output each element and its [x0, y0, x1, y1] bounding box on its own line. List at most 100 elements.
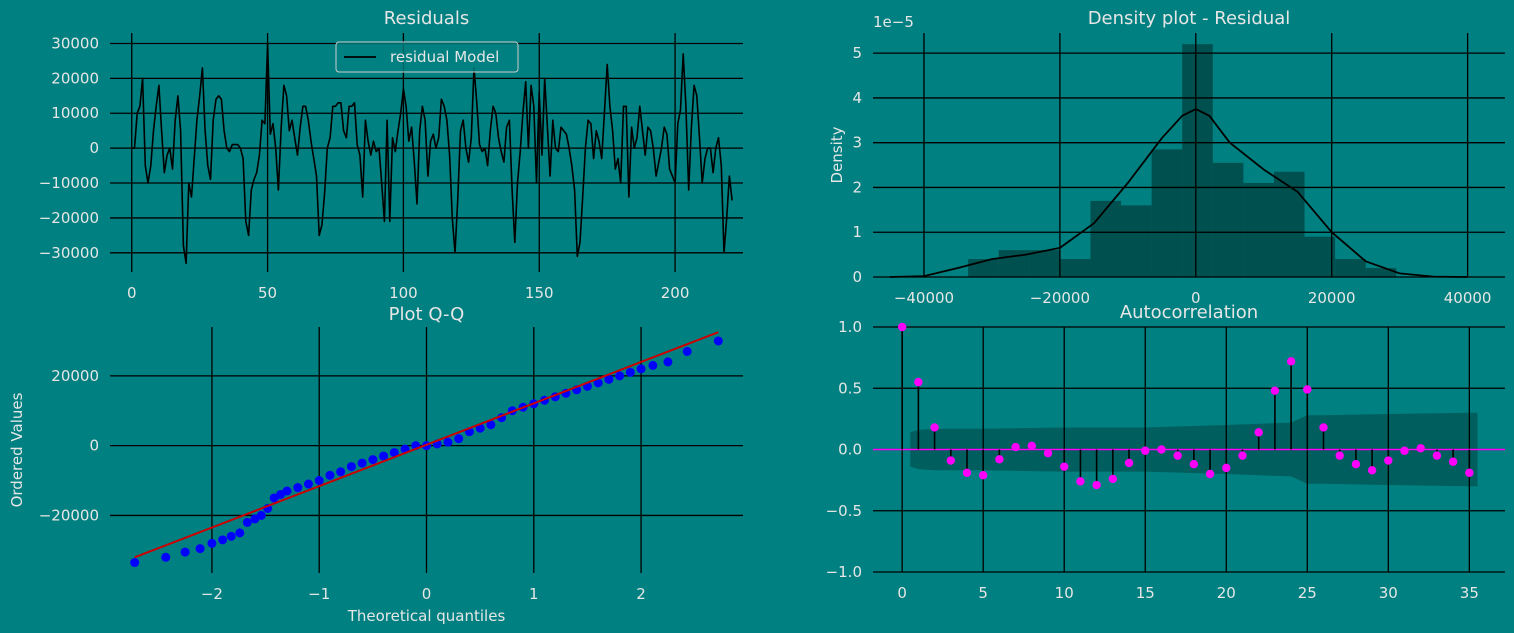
qq-point — [325, 470, 335, 480]
x-tick-label: −40000 — [894, 289, 954, 307]
acf-marker — [1124, 458, 1134, 468]
x-tick-label: 0 — [422, 585, 432, 603]
acf-marker — [1416, 444, 1425, 453]
qq-point — [357, 458, 367, 468]
chart-title: Residuals — [384, 8, 469, 29]
x-tick-label: 200 — [661, 284, 690, 302]
x-tick-label: 15 — [1136, 584, 1155, 602]
qq-point — [368, 455, 378, 465]
x-tick-label: 35 — [1460, 584, 1479, 602]
y-tick-label: −10000 — [39, 174, 99, 192]
y-tick-label: 0.0 — [838, 441, 862, 459]
x-tick-label: −1 — [308, 585, 330, 603]
acf-marker — [1027, 441, 1037, 451]
x-tick-label: 20 — [1217, 584, 1236, 602]
chart-title: Density plot - Residual — [1088, 8, 1291, 29]
qq-point — [625, 367, 635, 377]
acf-marker — [1384, 456, 1393, 465]
y-tick-label: 3 — [852, 134, 862, 152]
qq-point — [346, 462, 356, 472]
qq-point — [195, 544, 205, 554]
x-tick-label: 0 — [897, 584, 907, 602]
acf-marker — [1108, 474, 1118, 484]
acf-marker — [1141, 446, 1150, 455]
qq-point — [218, 535, 228, 545]
acf-marker — [1092, 480, 1101, 490]
x-tick-label: 10 — [1055, 584, 1074, 602]
y-tick-label: 4 — [852, 89, 862, 107]
y-tick-label: 1.0 — [838, 318, 862, 336]
kde-line — [889, 108, 1468, 278]
y-tick-label: −20000 — [39, 506, 99, 524]
residuals-plot: 0 50 100 150 200 −30000 −20000 −10000 0 10000 2000… — [39, 8, 743, 302]
chart-title: Autocorrelation — [1120, 302, 1258, 323]
qq-point — [443, 437, 453, 447]
x-tick-label: 20000 — [1308, 289, 1356, 307]
qq-point — [161, 552, 171, 562]
y-tick-label: 0 — [89, 139, 99, 157]
qq-point — [454, 434, 464, 444]
histogram-bar — [1243, 182, 1274, 277]
acf-marker — [1205, 469, 1215, 479]
x-tick-label: 2 — [636, 585, 646, 603]
acf-marker — [995, 455, 1004, 464]
legend-box — [335, 41, 519, 73]
autocorrelation-plot: 0 5 10 15 20 25 30 35 −1.0 −0.5 0.0 0.5 1.0 Autocorre… — [826, 302, 1505, 602]
y-tick-label: −20000 — [39, 209, 99, 227]
acf-marker — [1465, 468, 1474, 477]
histogram-bar — [1335, 259, 1366, 277]
qq-point — [486, 420, 496, 430]
qq-point — [242, 517, 252, 527]
y-tick-label: −0.5 — [826, 502, 862, 520]
acf-marker — [1189, 460, 1199, 469]
y-tick-label: 0.5 — [838, 379, 862, 397]
acf-marker — [1060, 462, 1069, 471]
acf-marker — [1400, 446, 1409, 455]
histogram-bar — [1151, 149, 1183, 277]
qq-point — [615, 371, 625, 381]
histogram-bar — [1121, 205, 1152, 277]
qq-point — [282, 486, 292, 496]
y-tick-label: 1 — [852, 223, 862, 241]
acf-marker — [1157, 445, 1166, 454]
qq-point — [593, 378, 603, 388]
acf-marker — [962, 468, 972, 477]
qq-plot: −2 −1 0 1 2 −20000 0 20000 Plot Q-Q Theoretical q… — [8, 304, 743, 625]
acf-marker — [1448, 457, 1458, 466]
histogram-bar — [1059, 259, 1091, 277]
acf-marker — [1222, 463, 1231, 473]
y-axis-label: Density — [828, 126, 846, 183]
y-tick-label: 0 — [852, 268, 862, 286]
acf-marker — [1432, 451, 1442, 460]
series-line-residual — [131, 42, 733, 265]
acf-marker — [1173, 451, 1182, 460]
acf-marker — [1254, 428, 1263, 437]
chart-title: Plot Q-Q — [389, 304, 465, 325]
qq-point — [379, 451, 389, 461]
acf-marker — [1011, 442, 1020, 452]
histogram-bar — [1273, 171, 1305, 277]
qq-point — [663, 357, 673, 367]
histogram-bar — [1090, 200, 1122, 277]
histogram-bar — [1212, 162, 1244, 277]
qq-point — [293, 483, 303, 493]
acf-marker — [1319, 423, 1328, 432]
acf-marker — [1076, 477, 1085, 486]
x-tick-label: 50 — [258, 284, 277, 302]
legend-label: residual Model — [390, 48, 499, 66]
acf-marker — [1043, 448, 1053, 458]
histogram-bar — [1304, 236, 1336, 277]
x-tick-label: 0 — [127, 284, 137, 302]
acf-marker — [978, 471, 988, 480]
qq-point — [682, 346, 692, 356]
x-tick-label: 100 — [389, 284, 418, 302]
y-tick-label: −30000 — [39, 244, 99, 262]
x-tick-label: 1 — [529, 585, 539, 603]
acf-marker — [930, 423, 939, 432]
qq-point — [713, 336, 723, 346]
density-plot: −40000 −20000 0 20000 40000 0 1 2 3 4 5 Density plo… — [828, 8, 1505, 307]
y-tick-label: 20000 — [51, 367, 99, 385]
qq-point — [314, 476, 324, 486]
histogram-bar — [1182, 44, 1213, 278]
